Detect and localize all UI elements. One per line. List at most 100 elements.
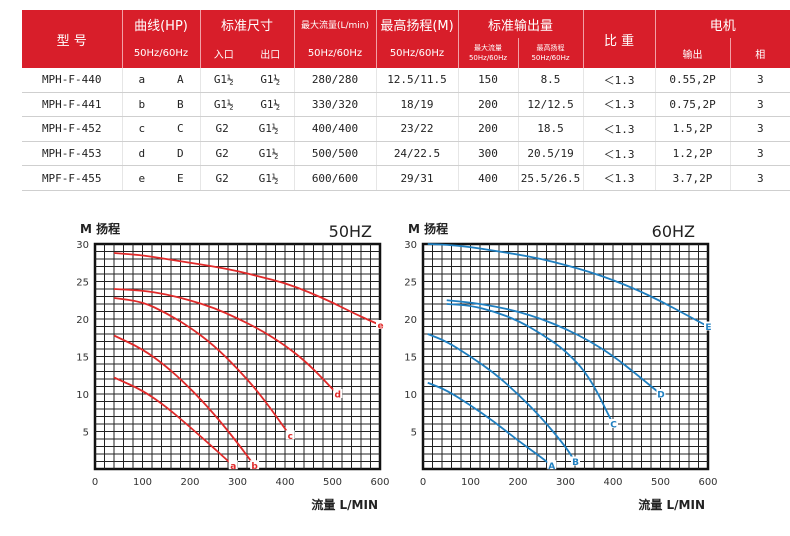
table-cell: 12.5/11.5 (376, 68, 459, 93)
x-tick-label: 400 (603, 477, 622, 488)
y-tick-labels: 5 10 15 20 25 30 (404, 240, 417, 439)
x-tick-label: 200 (508, 477, 527, 488)
header-std-head: 最高扬程 50Hz/60Hz (518, 38, 584, 68)
cell-std-head: 25.5/26.5 (520, 171, 581, 185)
table-cell: 12/12.5 (518, 92, 584, 118)
x-tick-label: 500 (323, 477, 342, 488)
y-tick-label: 30 (76, 240, 89, 251)
series-label-c: c (288, 432, 293, 442)
table-cell: 18.5 (518, 116, 584, 142)
header-max-flow-sub: 50Hz/60Hz (294, 38, 377, 68)
series-line-a (113, 376, 234, 466)
series-line-d (113, 288, 338, 395)
cell-max-flow: 500/500 (311, 147, 359, 161)
table-cell: 330/320 (294, 92, 377, 118)
table-cell: 1.2,2P (655, 141, 731, 167)
x-tick-label: 500 (651, 477, 670, 488)
cell-std-flow: 200 (478, 97, 498, 111)
x-axis-label: 流量 L/MIN (311, 497, 378, 512)
cell-std-flow: 150 (478, 73, 498, 87)
cell-curve-50: c (138, 122, 146, 136)
x-tick-label: 0 (92, 477, 98, 488)
header-model: 型 号 (22, 10, 123, 68)
spec-table-body: MPH-F-440 a A G1½ G1½ 280/280 12.5/11.5 150 8.5 ＜… (22, 68, 790, 191)
cell-model: MPF-F-455 (41, 171, 102, 185)
cell-std-flow: 200 (478, 122, 498, 136)
header-port-out: 出口 (260, 49, 281, 61)
cell-outlet: G1½ (258, 122, 279, 136)
table-cell: 200 (458, 92, 519, 118)
series-label-E: E (705, 323, 711, 333)
cell-max-head: 12.5/11.5 (387, 73, 447, 87)
table-cell: 8.5 (518, 68, 584, 93)
cell-gravity: ＜1.3 (603, 172, 635, 186)
y-tick-label: 30 (404, 240, 417, 251)
series-label-C: C (610, 421, 617, 431)
header-curve-sub: 50Hz/60Hz (122, 38, 201, 68)
series-label-bg (285, 430, 295, 440)
series-label-bg (228, 460, 238, 470)
cell-outlet: G1½ (260, 73, 281, 87)
y-axis-label: M 扬程 (408, 222, 448, 236)
cell-gravity: ＜1.3 (603, 98, 635, 112)
grid-lines (95, 244, 380, 469)
series-label-bg (704, 321, 713, 331)
table-cell: G2 G1½ (200, 116, 295, 142)
y-tick-label: 10 (404, 390, 417, 401)
series-label-a: a (230, 462, 236, 472)
cell-std-head: 8.5 (540, 73, 561, 87)
cell-max-flow: 330/320 (311, 97, 359, 111)
cell-model: MPH-F-440 (41, 73, 102, 87)
table-cell: 150 (458, 68, 519, 93)
header-max-head: 最高扬程(M) (376, 10, 459, 38)
table-cell: G1½ G1½ (200, 92, 295, 118)
table-cell: 23/22 (376, 116, 459, 142)
cell-curve-60: E (176, 171, 184, 185)
cell-motor-output: 1.2,2P (672, 147, 713, 161)
cell-max-head: 18/19 (400, 97, 434, 111)
cell-outlet: G1½ (260, 97, 281, 111)
x-tick-label: 0 (420, 477, 426, 488)
y-tick-label: 20 (404, 315, 417, 326)
table-cell: 400/400 (294, 116, 377, 142)
cell-inlet: G1½ (213, 73, 234, 87)
table-cell: MPH-F-440 (22, 68, 123, 93)
chart-title: 50HZ (329, 222, 372, 241)
table-cell: 18/19 (376, 92, 459, 118)
table-row: MPH-F-453 d D G2 G1½ 500/500 24/22.5 300 20.5/19… (22, 141, 790, 167)
table-cell: G2 G1½ (200, 141, 295, 167)
cell-motor-phase: 3 (756, 147, 764, 161)
header-motor: 电机 (655, 10, 790, 38)
header-std-output: 标准输出量 (458, 10, 584, 38)
table-cell: 3 (730, 68, 790, 93)
table-cell: 29/31 (376, 165, 459, 191)
table-cell: ＜1.3 (583, 141, 656, 167)
cell-max-flow: 280/280 (311, 73, 359, 87)
chart-60hz: 5 10 15 20 25 30 0 100 200 300 400 500 600 A B C D E 60… (404, 222, 718, 512)
header-std-flow-label: 最大流量 (474, 44, 502, 52)
cell-model: MPH-F-452 (41, 122, 102, 136)
cell-max-head: 29/31 (400, 171, 434, 185)
y-tick-labels: 5 10 15 20 25 30 (76, 240, 89, 439)
table-cell: 600/600 (294, 165, 377, 191)
series-label-bg (609, 419, 618, 428)
cell-gravity: ＜1.3 (603, 147, 635, 161)
cell-std-flow: 300 (478, 147, 498, 161)
x-tick-labels: 0 100 200 300 400 500 600 (420, 477, 718, 488)
cell-motor-phase: 3 (756, 171, 764, 185)
y-tick-label: 20 (76, 315, 89, 326)
table-cell: 3 (730, 92, 790, 118)
header-std-head-sub: 50Hz/60Hz (531, 54, 570, 62)
x-tick-label: 100 (461, 477, 480, 488)
table-cell: 280/280 (294, 68, 377, 93)
cell-curve-50: a (138, 73, 146, 87)
cell-std-head: 18.5 (537, 122, 564, 136)
y-tick-label: 15 (404, 353, 417, 364)
table-cell: 20.5/19 (518, 141, 584, 167)
table-row: MPH-F-441 b B G1½ G1½ 330/320 18/19 200 12/12.5 ＜… (22, 92, 790, 118)
cell-model: MPH-F-453 (41, 147, 102, 161)
cell-inlet: G2 (215, 171, 229, 185)
